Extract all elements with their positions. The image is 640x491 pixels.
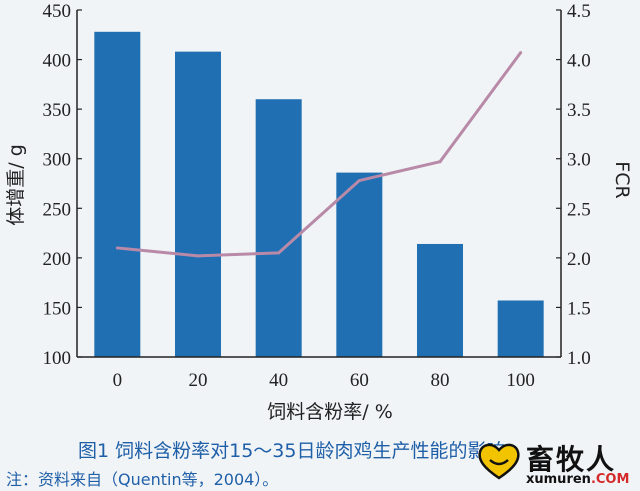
y2-tick-label: 2.5 <box>567 199 591 220</box>
fcr-point-40 <box>277 251 281 255</box>
heart-icon <box>478 443 520 480</box>
y-axis-title: 体增重/ g <box>5 144 27 226</box>
x-tick-label: 60 <box>350 370 369 391</box>
y-tick-label: 150 <box>43 298 72 319</box>
x-tick-label: 80 <box>431 370 450 391</box>
fcr-line <box>117 51 522 258</box>
y-tick-label: 400 <box>43 51 72 72</box>
figure-caption: 图1 饲料含粉率对15～35日龄肉鸡生产性能的影响 <box>78 440 506 462</box>
y-tick-label: 250 <box>43 199 72 220</box>
y-tick-label: 450 <box>43 1 72 22</box>
bar-0 <box>94 31 141 357</box>
logo-name: 畜牧人 <box>526 443 617 476</box>
logo-url: xumuren.COM <box>526 472 629 487</box>
fcr-point-100 <box>519 51 523 55</box>
y-tick-label: 200 <box>43 249 72 270</box>
y2-tick-label: 4.0 <box>567 51 591 72</box>
y2-tick-label: 3.5 <box>567 100 591 121</box>
bar-100 <box>497 300 544 357</box>
y2-tick-label: 1.5 <box>567 298 591 319</box>
fcr-point-80 <box>438 160 442 164</box>
bar-80 <box>417 243 463 357</box>
x-tick-label: 20 <box>189 370 208 391</box>
x-tick-label: 0 <box>113 370 123 391</box>
chart: 1001502002503003504004501.01.52.02.53.03… <box>5 1 633 423</box>
y2-tick-label: 2.0 <box>567 249 591 270</box>
fcr-point-0 <box>115 246 119 250</box>
y-tick-label: 300 <box>43 150 72 171</box>
line-series <box>115 51 523 258</box>
y-tick-label: 100 <box>43 348 72 369</box>
site-logo[interactable]: 畜牧人 xumuren.COM <box>476 436 636 490</box>
source-note: 注：资料来自（Quentin等，2004）。 <box>6 470 279 489</box>
bar-series <box>94 31 544 357</box>
y2-axis-title: FCR <box>611 161 633 198</box>
bar-60 <box>336 172 383 357</box>
x-axis-title: 饲料含粉率/ % <box>267 401 393 423</box>
x-tick-label: 40 <box>269 370 288 391</box>
y2-tick-label: 1.0 <box>567 348 591 369</box>
bar-40 <box>255 99 302 357</box>
logo-url-main: xumuren <box>526 472 591 487</box>
x-tick-label: 100 <box>506 370 535 391</box>
axes: 1001502002503003504004501.01.52.02.53.03… <box>43 1 591 391</box>
y2-tick-label: 4.5 <box>567 1 591 22</box>
fcr-point-20 <box>196 254 200 258</box>
logo-url-suffix: .COM <box>590 472 630 487</box>
y2-tick-label: 3.0 <box>567 150 591 171</box>
fcr-point-60 <box>357 179 361 183</box>
y-tick-label: 350 <box>43 100 72 121</box>
bar-20 <box>175 51 221 357</box>
